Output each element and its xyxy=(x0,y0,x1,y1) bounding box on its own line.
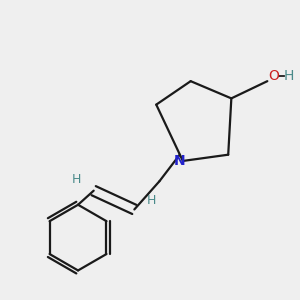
Text: H: H xyxy=(72,173,81,186)
Text: O: O xyxy=(268,70,279,83)
Text: N: N xyxy=(174,154,185,168)
Text: H: H xyxy=(284,70,294,83)
Text: H: H xyxy=(147,194,156,207)
